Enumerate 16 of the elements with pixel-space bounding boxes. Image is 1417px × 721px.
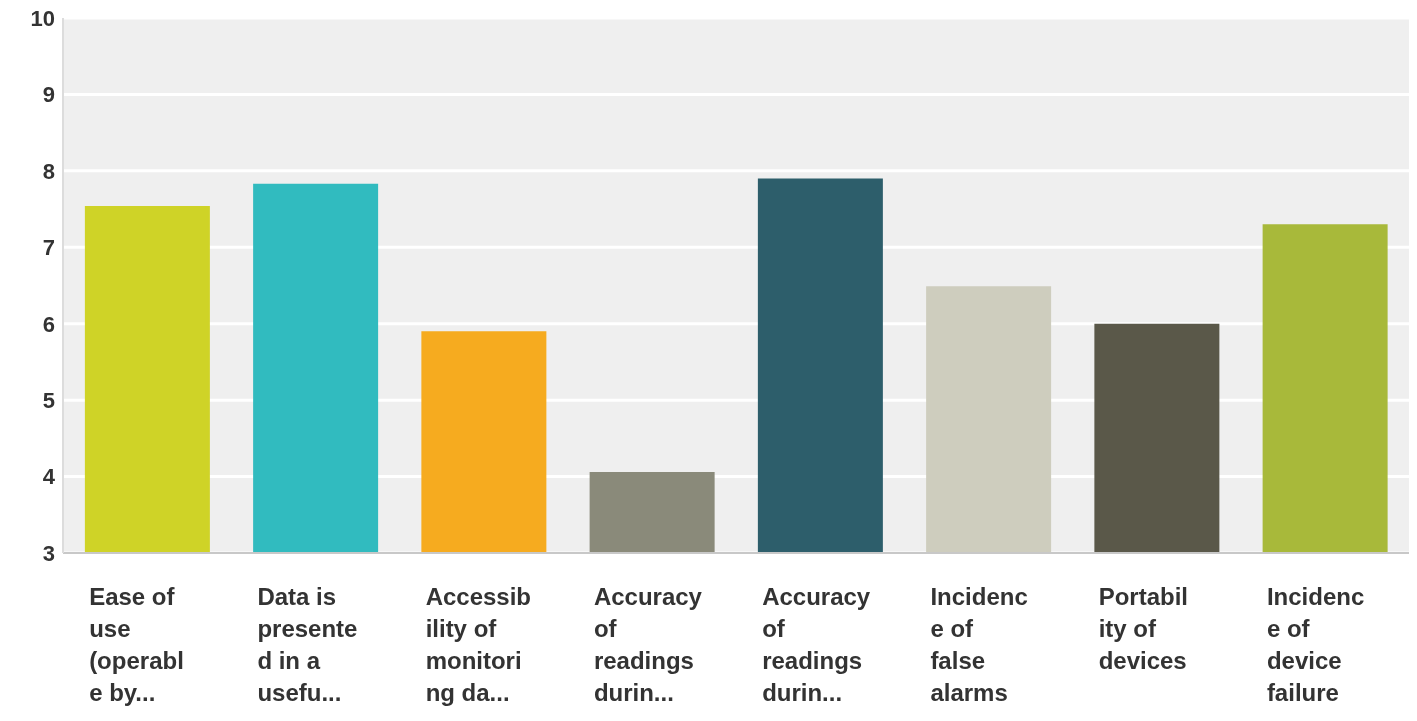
x-tick-label: Ease of use (operable by... — [89, 583, 184, 706]
x-tick-label: Accessibility of monitoring da... — [425, 583, 532, 706]
x-tick-label: Accuracy of readings durin... — [762, 583, 871, 706]
x-tick-label: Data is presented in a usefu... — [257, 583, 358, 706]
y-tick-label: 8 — [42, 158, 55, 184]
y-tick-label: 4 — [42, 464, 56, 490]
y-tick-label: 7 — [42, 235, 55, 261]
x-tick-label: Accuracy of readings durin... — [593, 583, 703, 706]
y-tick-label: 5 — [42, 387, 55, 413]
x-tick-label: Incidence of device failure — [1266, 583, 1365, 706]
y-tick-label: 9 — [42, 82, 55, 108]
y-tick-label: 3 — [42, 540, 55, 566]
x-tick-label: Incidence of false alarms — [930, 583, 1028, 706]
y-tick-label: 10 — [30, 5, 55, 31]
x-tick-label: Portability of devices — [1098, 583, 1188, 674]
y-tick-label: 6 — [42, 311, 55, 337]
